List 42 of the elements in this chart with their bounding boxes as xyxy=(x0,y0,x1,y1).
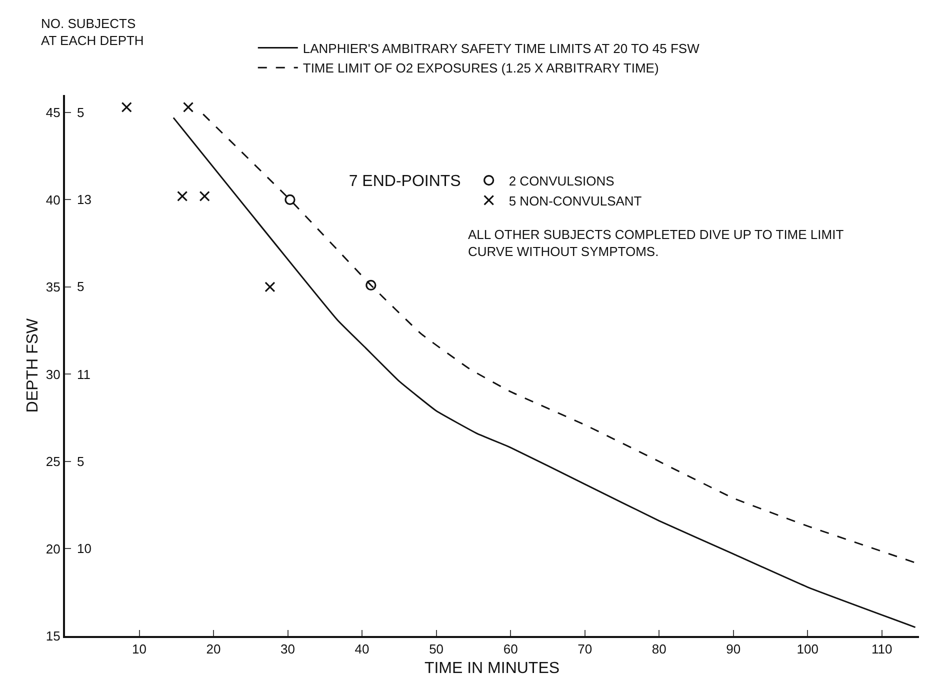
x-tick-label: 40 xyxy=(354,642,370,657)
x-tick-label: 110 xyxy=(872,642,892,657)
annotation: 11 xyxy=(77,367,90,382)
legend-label: TIME LIMIT OF O2 EXPOSURES (1.25 X ARBITRARY TIME) xyxy=(302,60,659,76)
point xyxy=(264,282,276,292)
x-tick-label: 30 xyxy=(280,642,296,657)
y-tick-label: 20 xyxy=(46,541,60,556)
text: NO. SUBJECTS AT EACH DEPTH xyxy=(41,16,144,48)
point xyxy=(284,194,296,206)
point xyxy=(177,190,188,202)
y-tick-label: 35 xyxy=(46,280,60,295)
x-tick-label: 70 xyxy=(578,642,592,657)
y-tick-label: 15 xyxy=(46,628,60,644)
x-tick-label: 60 xyxy=(503,642,518,657)
legend-label: LANPHIER'S AMBITRARY SAFETY TIME LIMITS AT 20 TO 45 FSW xyxy=(302,40,700,56)
y-axis-title: DEPTH FSW xyxy=(24,317,42,413)
x-axis-title: TIME IN MINUTES xyxy=(424,660,560,677)
y-tick-label: 25 xyxy=(46,454,60,470)
annotation: 13 xyxy=(77,192,92,207)
y-tick-label: 45 xyxy=(46,105,60,120)
legend-label: 5 NON-CONVULSANT xyxy=(508,193,642,208)
annotation: 5 xyxy=(77,105,84,120)
y-tick-label: 40 xyxy=(46,192,60,208)
annotation: 5 xyxy=(77,279,84,294)
annotation: 10 xyxy=(77,541,92,556)
annotation: ALL OTHER SUBJECTS COMPLETED DIVE UP TO TIME LIMIT CURVE WITHOUT SYMPTOMS. xyxy=(468,227,844,259)
x-tick-label: 20 xyxy=(206,642,221,657)
legend-label: 2 CONVULSIONS xyxy=(508,173,615,188)
x-tick-label: 100 xyxy=(796,642,818,657)
point xyxy=(366,280,376,291)
legend-title: 7 END-POINTS xyxy=(348,173,461,190)
x-tick-label: 10 xyxy=(132,642,146,657)
point xyxy=(182,102,194,113)
line-series xyxy=(172,116,916,628)
x-tick-label: 90 xyxy=(726,642,741,657)
annotation: 5 xyxy=(77,454,84,469)
x-tick-label: 50 xyxy=(429,642,444,657)
x-tick-label: 80 xyxy=(652,642,666,657)
y-tick-label: 30 xyxy=(46,366,60,382)
point xyxy=(121,102,132,113)
point xyxy=(199,190,210,202)
line-series xyxy=(202,113,916,564)
